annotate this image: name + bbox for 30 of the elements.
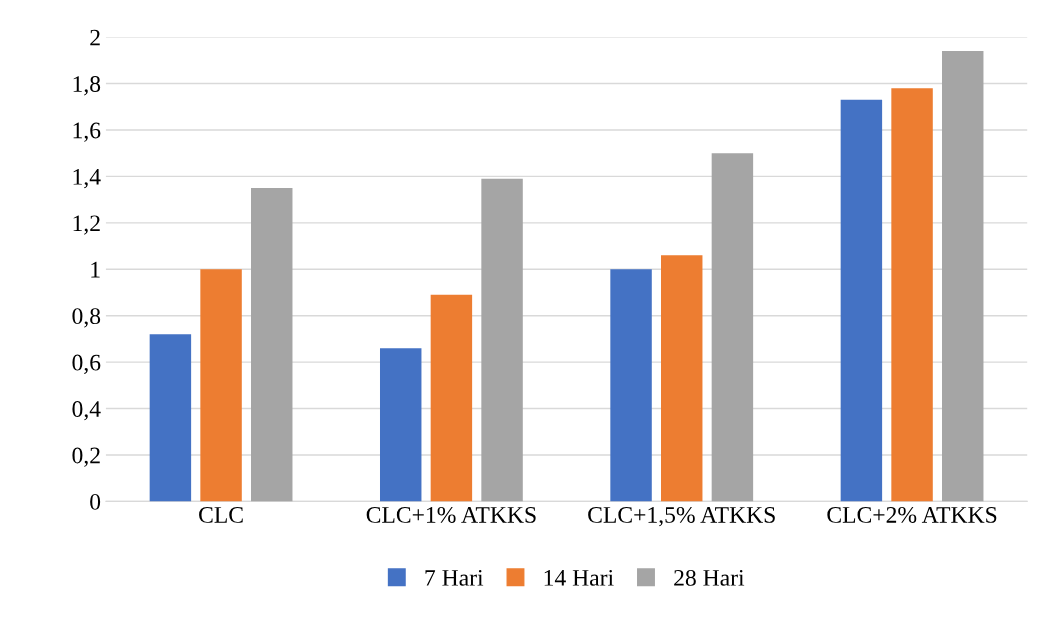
- x-tick-label: CLC+2% ATKKS: [827, 506, 997, 523]
- legend-label: 28 Hari: [674, 569, 745, 586]
- y-tick-label: 0,2: [72, 447, 100, 467]
- bar: [840, 99, 883, 502]
- y-tick-label: 1,4: [73, 169, 101, 189]
- y-tick-label: 1,8: [73, 76, 101, 96]
- bar: [251, 188, 293, 502]
- x-tick-label: CLC: [199, 507, 243, 523]
- bar: [661, 255, 703, 502]
- legend-label: 7 Hari: [425, 569, 484, 586]
- y-tick-label: 0,8: [72, 308, 101, 328]
- bar: [711, 153, 754, 502]
- bar: [610, 269, 652, 502]
- x-tick-label: CLC+1,5% ATKKS: [588, 506, 775, 527]
- bar: [149, 334, 192, 502]
- bar: [430, 294, 473, 502]
- bar: [942, 51, 984, 502]
- y-tick-label: 0,4: [72, 401, 101, 421]
- x-tick-label: CLC+1% ATKKS: [366, 506, 536, 523]
- y-tick-label: 1: [91, 261, 100, 278]
- y-tick-label: 0: [90, 493, 101, 510]
- bar: [380, 348, 422, 502]
- bar: [481, 178, 523, 502]
- y-tick-label: 1,2: [73, 215, 100, 235]
- y-tick-label: 1,6: [73, 122, 101, 142]
- bar: [891, 88, 933, 502]
- bar: [200, 269, 242, 502]
- legend-label: 14 Hari: [544, 569, 614, 586]
- y-tick-label: 0,6: [72, 354, 101, 374]
- y-tick-label: 2: [90, 29, 100, 46]
